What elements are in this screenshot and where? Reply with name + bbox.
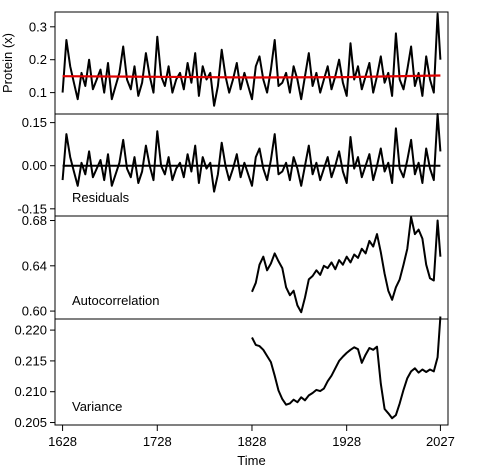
x-tick-label: 1728 bbox=[143, 434, 172, 449]
series-protein-data bbox=[61, 12, 442, 107]
series-autocorrelation-data bbox=[251, 216, 442, 314]
y-tick-label: 0.64 bbox=[22, 258, 47, 273]
panels: 0.1 0.2 0.3 Protein (x) -0.15 0.00 0.15 Residua… bbox=[0, 11, 449, 430]
y-tick-label: 0.220 bbox=[14, 323, 47, 338]
x-tick-label: 1828 bbox=[238, 434, 267, 449]
y-tick-label: 0.00 bbox=[22, 158, 47, 173]
y-tick-label: -0.15 bbox=[17, 201, 47, 216]
y-tick-label: 0.3 bbox=[29, 19, 47, 34]
panel-protein: 0.1 0.2 0.3 Protein (x) bbox=[0, 11, 449, 115]
panel-label-variance: Variance bbox=[72, 399, 122, 414]
y-tick-label: 0.60 bbox=[22, 304, 47, 319]
panel-residuals: -0.15 0.00 0.15 Residuals bbox=[17, 113, 449, 217]
series-variance-data bbox=[251, 316, 442, 420]
series-residuals-data bbox=[61, 113, 442, 193]
y-tick-label: 0.205 bbox=[14, 415, 47, 430]
y-tick-label: 0.215 bbox=[14, 353, 47, 368]
x-tick-label: 2027 bbox=[426, 434, 455, 449]
x-tick-label: 1628 bbox=[48, 434, 77, 449]
panel-variance: 0.205 0.210 0.215 0.220 Variance bbox=[14, 316, 449, 430]
y-tick-label: 0.1 bbox=[29, 85, 47, 100]
x-axis-title: Time bbox=[237, 453, 265, 468]
y-tick-label: 0.2 bbox=[29, 52, 47, 67]
y-tick-label: 0.68 bbox=[22, 213, 47, 228]
panel-autocorrelation: 0.60 0.64 0.68 Autocorrelation bbox=[22, 213, 449, 320]
x-tick-label: 1928 bbox=[332, 434, 361, 449]
panel-label-autocorrelation: Autocorrelation bbox=[72, 293, 159, 308]
y-tick-label: 0.210 bbox=[14, 384, 47, 399]
y-tick-label: 0.15 bbox=[22, 115, 47, 130]
series-protein-trend bbox=[62, 74, 441, 79]
y-axis-title: Protein (x) bbox=[0, 33, 15, 93]
panel-label-residuals: Residuals bbox=[72, 190, 130, 205]
x-axis: 1628 1728 1828 1928 2027 bbox=[48, 424, 455, 449]
